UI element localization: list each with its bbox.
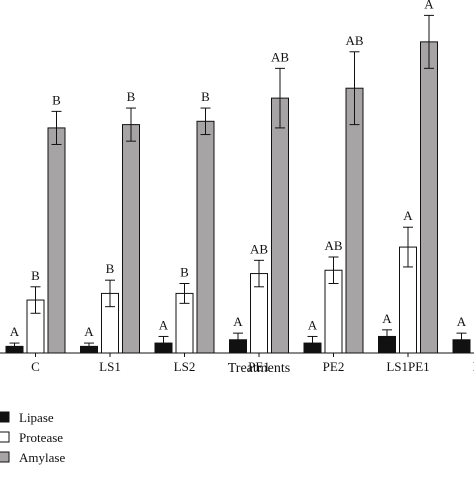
significance-letter-protease-pe1: AB xyxy=(250,241,268,256)
significance-letter-amylase-c: B xyxy=(52,92,61,107)
significance-letter-lipase-ls2: A xyxy=(159,317,169,332)
bar-amylase-pe2 xyxy=(345,87,364,354)
legend-label-amylase: Amylase xyxy=(19,450,65,465)
legend: Lipase Protease Amylase xyxy=(0,410,65,465)
significance-letter-amylase-ls1: B xyxy=(127,89,136,104)
significance-letter-lipase-ls1: A xyxy=(84,324,94,339)
axis-layer: C LS1 LS2 PE1 PE2 LS1PE1 LS( xyxy=(0,352,474,374)
significance-letter-protease-ls2: B xyxy=(180,264,189,279)
legend-swatch-protease xyxy=(0,431,10,443)
bar-amylase-pe1 xyxy=(271,97,289,354)
significance-letter-lipase-c: A xyxy=(10,324,20,339)
legend-swatch-lipase xyxy=(0,411,10,423)
x-tick-label-ls1: LS1 xyxy=(99,359,121,374)
significance-letter-lipase-pe2: A xyxy=(308,317,318,332)
significance-letter-protease-pe2: AB xyxy=(324,238,342,253)
bar-amylase-c xyxy=(47,127,66,354)
x-axis-title: Treatments xyxy=(228,361,290,376)
significance-letter-protease-ls1: B xyxy=(106,261,115,276)
legend-label-lipase: Lipase xyxy=(19,410,54,425)
significance-letter-amylase-ls1pe1: A xyxy=(424,0,434,11)
x-tick-label-pe2: PE2 xyxy=(323,359,345,374)
significance-letter-lipase-pe1: A xyxy=(233,314,243,329)
significance-letter-amylase-pe2: AB xyxy=(345,33,363,48)
x-tick-label-ls2pe2: LS( xyxy=(473,359,474,374)
x-tick-label-pe1: PE1 xyxy=(248,359,270,374)
significance-letter-protease-ls1pe1: A xyxy=(403,208,413,223)
x-tick-label-ls1pe1: LS1PE1 xyxy=(386,359,429,374)
x-tick-label-ls2: LS2 xyxy=(174,359,196,374)
bar-amylase-ls1pe1 xyxy=(420,41,438,354)
legend-label-protease: Protease xyxy=(19,430,63,445)
significance-letter-protease-c: B xyxy=(31,268,40,283)
x-tick-label-c: C xyxy=(31,359,40,374)
legend-swatch-amylase xyxy=(0,451,10,463)
significance-letter-amylase-ls2: B xyxy=(201,89,210,104)
significance-letter-lipase-ls1pe1: A xyxy=(382,311,392,326)
bar-amylase-ls2 xyxy=(196,120,215,354)
significance-letter-lipase-ls2pe2: A xyxy=(457,314,467,329)
bar-amylase-ls1 xyxy=(122,124,140,354)
significance-letter-amylase-pe1: AB xyxy=(271,49,289,64)
